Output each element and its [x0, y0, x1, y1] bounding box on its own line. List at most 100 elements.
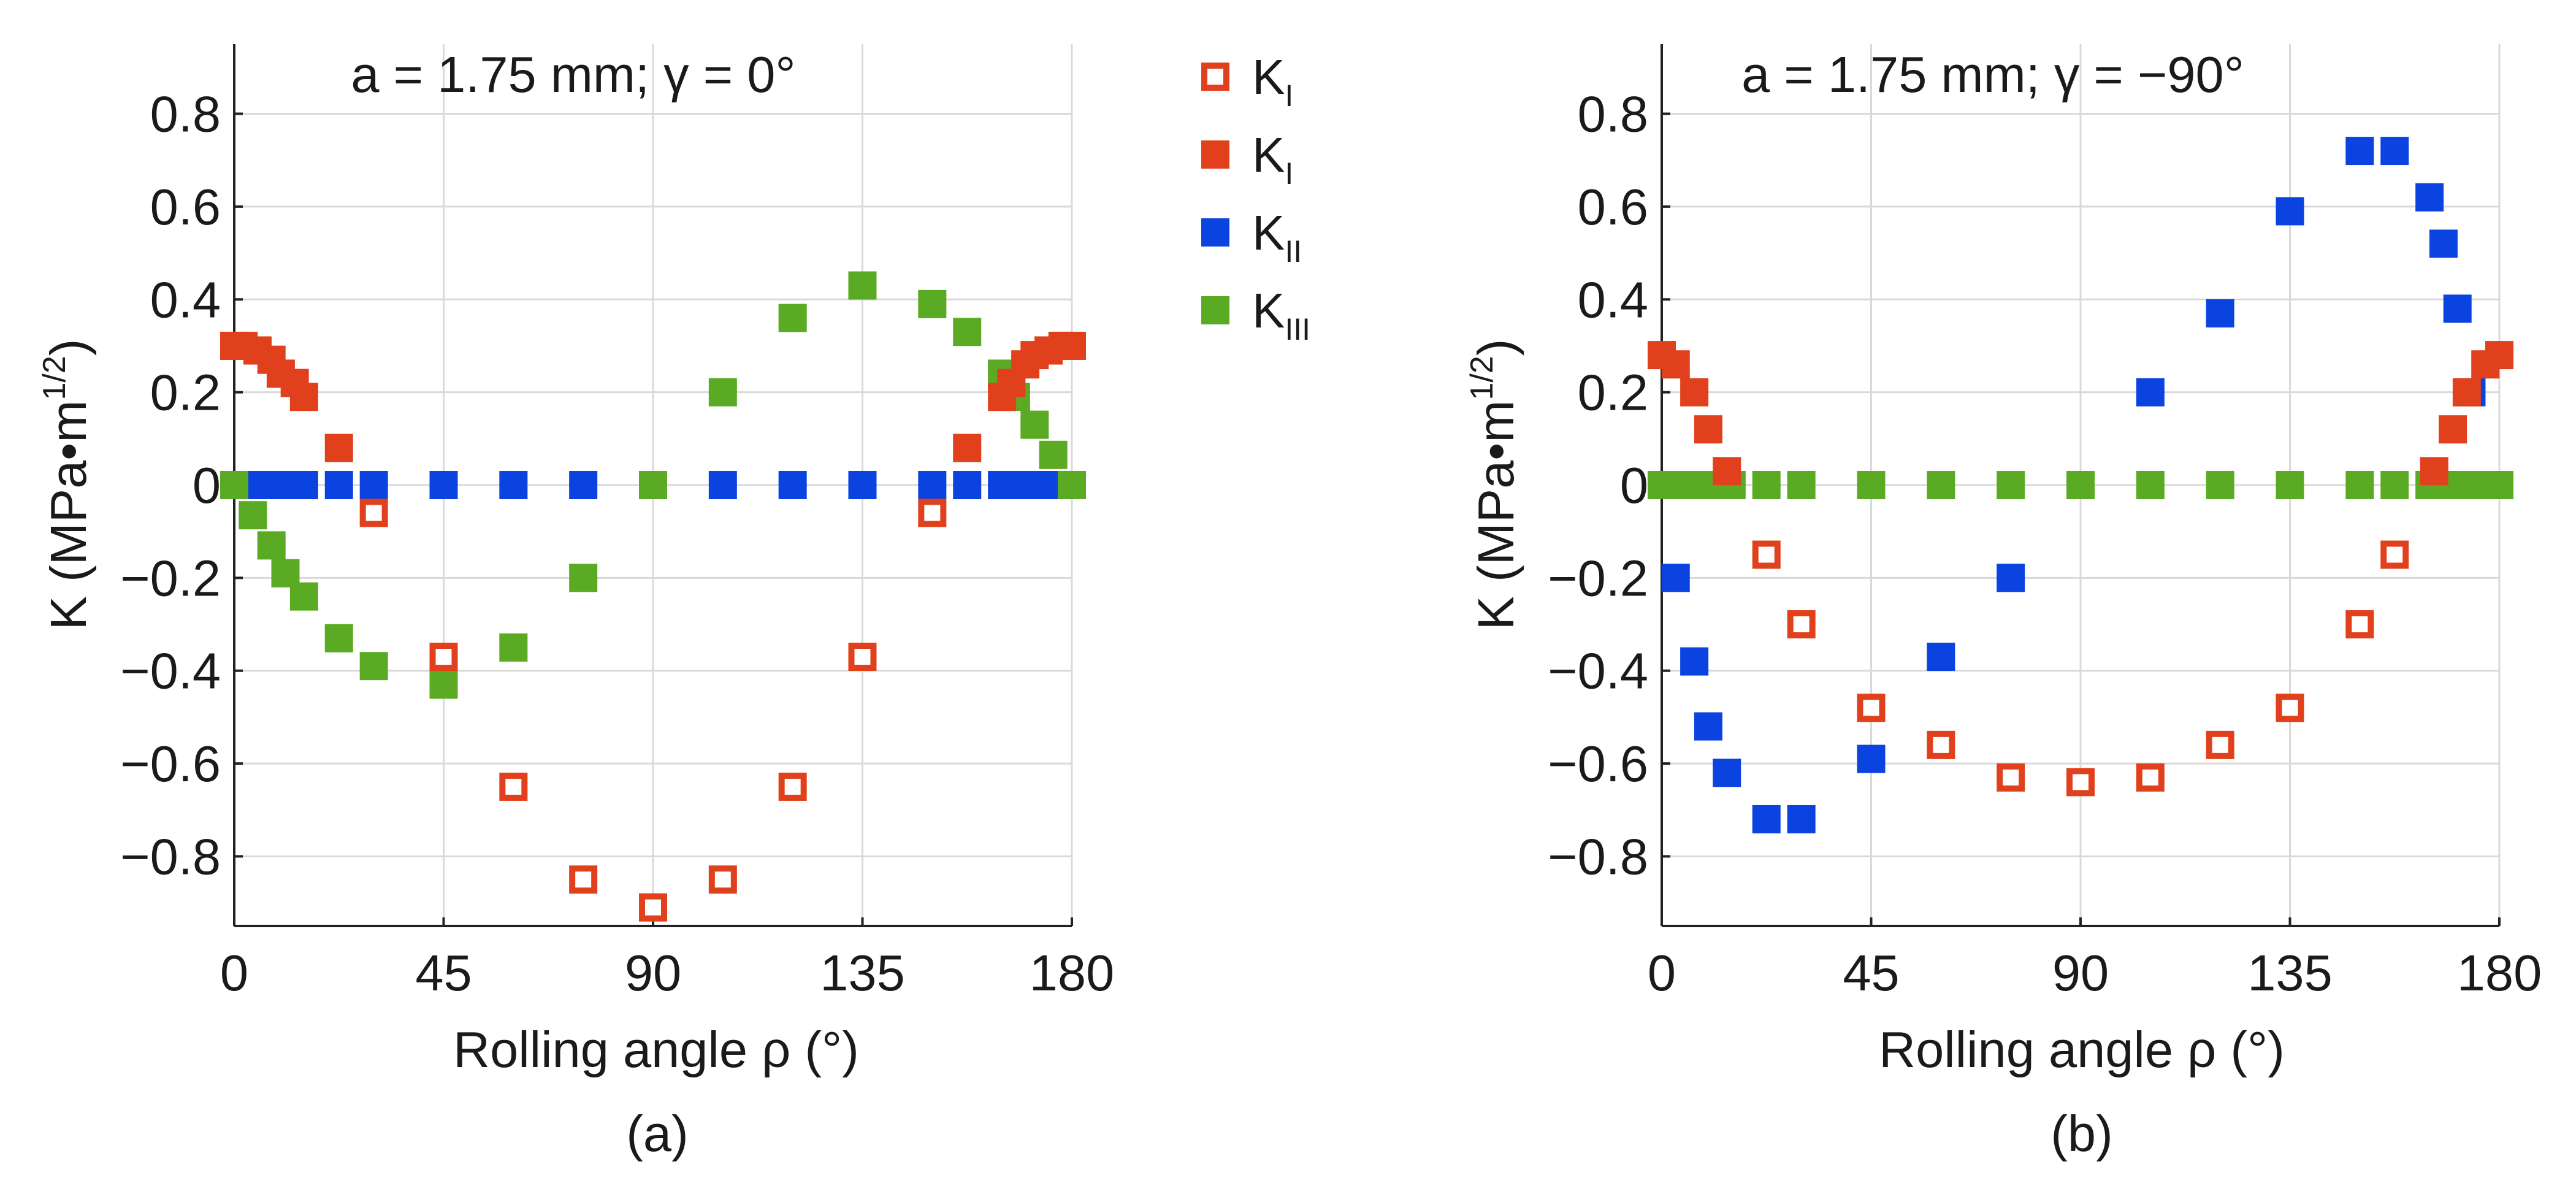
panel-b-y-tick-label: −0.4 [1548, 643, 1648, 700]
panel-b-marker-k-ii [2136, 378, 2165, 407]
panel-b-marker-k-ii [1694, 712, 1722, 741]
panel-b-marker-k-ii [1752, 805, 1781, 833]
panel-b-y-tick-label: 0 [1620, 457, 1648, 514]
panel-b-marker-k-ii [2443, 294, 2472, 323]
panel-b-x-tick-label: 135 [2247, 944, 2332, 1001]
panel-a-marker-k-iii [1039, 440, 1068, 469]
panel-a-marker-k-ii [569, 471, 598, 499]
panel-b-marker-k-ii [1713, 759, 1741, 787]
panel-b-marker-k-i-filled [2420, 457, 2448, 486]
panel-a-y-tick-label: 0.6 [150, 178, 221, 235]
panel-a-marker-k-ii [324, 471, 353, 499]
panel-a-marker-k-i-open [429, 643, 458, 671]
panel-a-x-axis-label: Rolling angle ρ (°) [453, 1021, 859, 1078]
panel-a-marker-k-ii [359, 471, 388, 499]
panel-b-marker-k-i-filled [1694, 415, 1722, 444]
panel-b-caption-label: (b) [2050, 1105, 2112, 1162]
panel-b-marker-k-i-open [1997, 763, 2025, 792]
legend-swatch [1201, 218, 1229, 247]
panel-b-marker-k-iii [2206, 471, 2234, 499]
panel-b-y-axis-label-exp: 1/2 [1464, 356, 1500, 400]
panel-a-marker-k-i-open [639, 893, 667, 922]
panel-b-marker-k-i-filled [1661, 350, 1690, 379]
panel-a-marker-k-iii [848, 271, 877, 300]
panel-a-y-tick-label: 0.4 [150, 271, 221, 328]
panel-a-marker-k-i-open [569, 865, 598, 894]
panel-b-marker-k-i-open [1857, 694, 1886, 722]
panel-b-marker-k-ii [1787, 805, 1816, 833]
panel-b-marker-k-i-open [2136, 763, 2165, 792]
panel-a-marker-k-i-open [918, 499, 947, 527]
panel-b-marker-k-ii [1997, 564, 2025, 592]
panel-b-marker-k-iii [1997, 471, 2025, 499]
panel-b-marker-k-iii [1752, 471, 1781, 499]
legend-swatch [1201, 296, 1229, 324]
panel-b-marker-k-i-filled [2452, 378, 2481, 407]
legend-swatch-open [1201, 63, 1229, 91]
panel-b-marker-k-i-filled [2485, 341, 2513, 370]
panel-b-y-axis-label-main: K (MPa•m [1467, 400, 1524, 630]
panel-b-x-tick-label: 45 [1843, 944, 1899, 1001]
panel-a-marker-k-i-filled [289, 383, 318, 411]
panel-b-marker-k-i-open [1927, 730, 1955, 759]
panel-a-x-tick-label: 90 [625, 944, 681, 1001]
panel-b-marker-k-iii [2485, 471, 2513, 499]
panel-b-marker-k-ii [1857, 744, 1886, 773]
panel-a-y-tick-label: −0.8 [120, 828, 221, 885]
panel-b-marker-k-i-open [2345, 610, 2374, 639]
panel-b-x-tick-label: 0 [1648, 944, 1676, 1001]
panel-b-marker-k-iii [2066, 471, 2095, 499]
panel-b-marker-k-i-open [2276, 694, 2304, 722]
panel-a-y-tick-label: 0 [193, 457, 221, 514]
legend-label: KI [1252, 50, 1293, 113]
panel-a-marker-k-i-filled [953, 434, 982, 462]
panel-a-marker-k-iii [499, 633, 528, 662]
panel-a-marker-k-ii [499, 471, 528, 499]
panel-a-y-tick-label: 0.8 [150, 86, 221, 143]
panel-a-x-tick-label: 45 [415, 944, 472, 1001]
panel-a-marker-k-iii [639, 471, 667, 499]
panel-b-marker-k-iii [2380, 471, 2409, 499]
panel-b-marker-k-i-open [2380, 540, 2409, 569]
panel-a-marker-k-iii [1020, 410, 1049, 439]
panel-a-marker-k-iii [257, 531, 286, 560]
panel-b-marker-k-i-filled [1713, 457, 1741, 486]
panel-a-marker-k-iii [918, 289, 947, 318]
panel-a-marker-k-iii [953, 318, 982, 346]
panel-a-y-axis-label: K (MPa•m1/2) [37, 339, 97, 630]
panel-a-marker-k-ii [848, 471, 877, 499]
panel-a-marker-k-iii [289, 582, 318, 611]
legend-label-base: K [1252, 205, 1285, 260]
panel-a-x-tick-label: 135 [820, 944, 904, 1001]
panel-a-y-axis-label-close: ) [40, 339, 97, 356]
panel-a: 0.8 0.6 0.4 0.2 0 −0.2 −0.4 −0.6 −0.8 0 45 90 135 180… [37, 44, 1114, 1162]
panel-a-marker-k-i-open [499, 772, 528, 801]
panel-b-y-tick-label: −0.2 [1548, 549, 1648, 606]
panel-b-marker-k-i-open [2206, 730, 2234, 759]
panel-b-marker-k-iii [2136, 471, 2165, 499]
panel-b-marker-k-iii [1927, 471, 1955, 499]
panel-b-marker-k-iii [2345, 471, 2374, 499]
legend-label: KIII [1252, 283, 1310, 346]
panel-a-marker-k-iii [778, 304, 807, 332]
panel-b-y-tick-label: 0.4 [1578, 271, 1648, 328]
panel-b-marker-k-iii [1857, 471, 1886, 499]
legend-label-base: K [1252, 50, 1285, 104]
legend-label-subscript: II [1285, 234, 1302, 269]
panel-a-marker-k-i-filled [324, 434, 353, 462]
panel-a-y-tick-label: −0.6 [120, 735, 221, 792]
panel-a-x-tick-label: 180 [1030, 944, 1114, 1001]
panel-a-marker-k-iii [708, 378, 737, 407]
panel-a-marker-k-i-open [359, 499, 388, 527]
panel-a-marker-k-ii [953, 471, 982, 499]
panel-a-y-tick-label: −0.4 [120, 643, 221, 700]
panel-b: 0.8 0.6 0.4 0.2 0 −0.2 −0.4 −0.6 −0.8 0 45 90 135 180… [1464, 44, 2542, 1162]
panel-b-marker-k-iii [1787, 471, 1816, 499]
panel-b-marker-k-ii [1680, 647, 1709, 676]
panel-a-marker-k-i-open [778, 772, 807, 801]
panel-a-marker-k-iii [359, 652, 388, 681]
panel-b-marker-k-iii [2276, 471, 2304, 499]
panel-b-marker-k-i-filled [2439, 415, 2467, 444]
panel-b-y-tick-label: 0.2 [1578, 364, 1648, 421]
